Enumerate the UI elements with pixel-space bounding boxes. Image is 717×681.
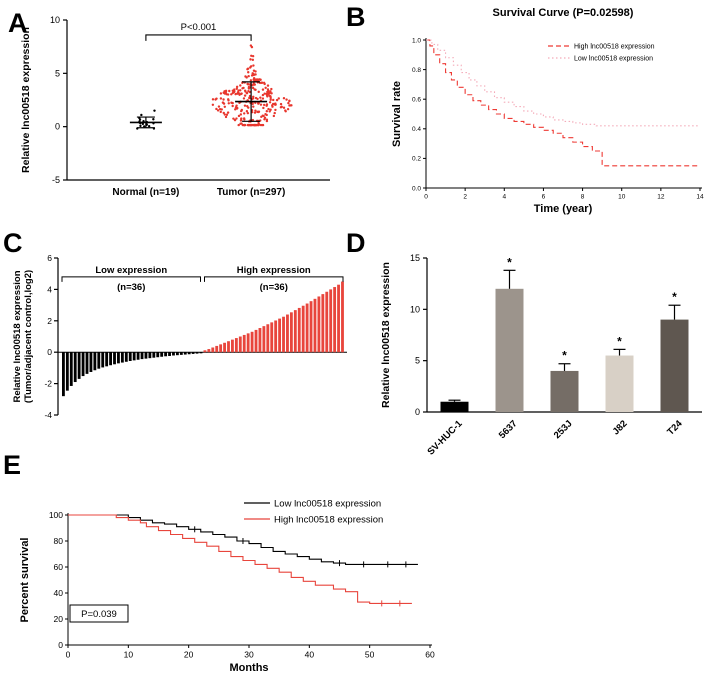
svg-text:40: 40 [54, 588, 64, 598]
svg-text:2: 2 [463, 194, 467, 201]
svg-text:10: 10 [410, 304, 420, 314]
svg-text:Low lnc00518 expression: Low lnc00518 expression [574, 55, 653, 62]
svg-text:(Tumor/adjacent control,log2): (Tumor/adjacent control,log2) [23, 270, 34, 403]
svg-text:15: 15 [410, 253, 420, 263]
svg-text:Survival Curve (P=0.02598): Survival Curve (P=0.02598) [493, 7, 634, 19]
percent-survival-km-chart: 0 20 40 60 80 100 0 10 20 30 40 50 60 Low lnc00518 ex… [19, 498, 435, 674]
svg-text:8: 8 [581, 194, 585, 201]
svg-text:10: 10 [50, 15, 60, 25]
svg-text:T24: T24 [665, 418, 685, 438]
svg-text:Percent survival: Percent survival [19, 538, 31, 623]
panel-a-label: A [8, 8, 28, 38]
svg-text:SV-HUC-1: SV-HUC-1 [425, 418, 465, 458]
svg-text:0: 0 [415, 407, 420, 417]
svg-text:Relative lnc00518 expression: Relative lnc00518 expression [12, 270, 23, 402]
svg-text:0.4: 0.4 [412, 126, 421, 133]
svg-text:*: * [672, 290, 677, 304]
svg-text:20: 20 [54, 614, 64, 624]
svg-text:60: 60 [54, 562, 64, 572]
svg-text:P<0.001: P<0.001 [181, 22, 217, 33]
svg-text:0: 0 [66, 650, 71, 660]
svg-text:10: 10 [618, 194, 626, 201]
svg-text:12: 12 [657, 194, 665, 201]
svg-text:Relative lnc00518 expression: Relative lnc00518 expression [20, 27, 32, 173]
svg-text:High lnc00518 expression: High lnc00518 expression [574, 43, 655, 50]
svg-text:Tumor (n=297): Tumor (n=297) [217, 187, 285, 198]
svg-text:5637: 5637 [497, 418, 520, 441]
survival-curve-chart: 0.0 0.2 0.4 0.6 0.8 1.0 0 2 4 6 8 10 12 14 High lnc005… [391, 7, 704, 215]
svg-text:100: 100 [49, 510, 63, 520]
svg-text:-5: -5 [52, 175, 60, 185]
svg-text:1.0: 1.0 [412, 37, 421, 44]
svg-text:0.8: 0.8 [412, 67, 421, 74]
svg-text:Relative lnc00518 expression: Relative lnc00518 expression [380, 262, 392, 408]
svg-text:0: 0 [424, 194, 428, 201]
svg-text:14: 14 [696, 194, 704, 201]
scatter-plot-expression-normal-vs-tumor: -5 0 5 10 Normal (n=19) Tumor (n=297) P<0.001 R… [20, 15, 330, 198]
svg-text:*: * [617, 334, 622, 348]
svg-text:P=0.039: P=0.039 [81, 609, 117, 620]
svg-text:J82: J82 [611, 418, 630, 437]
svg-text:4: 4 [502, 194, 506, 201]
svg-text:30: 30 [244, 650, 254, 660]
svg-text:(n=36): (n=36) [260, 282, 288, 293]
svg-text:0.2: 0.2 [412, 156, 421, 163]
svg-text:Time (year): Time (year) [534, 203, 593, 215]
panel-e-label: E [3, 450, 22, 480]
svg-text:5: 5 [55, 68, 60, 78]
svg-text:80: 80 [54, 536, 64, 546]
svg-text:Low lnc00518 expression: Low lnc00518 expression [274, 498, 381, 509]
svg-text:60: 60 [425, 650, 435, 660]
svg-text:4: 4 [47, 284, 52, 294]
svg-text:0.0: 0.0 [412, 185, 421, 192]
svg-text:253J: 253J [552, 418, 575, 441]
svg-text:0: 0 [58, 640, 63, 650]
waterfall-expression-chart: -4 -2 0 2 4 6 Low expression (n=36) High express… [12, 253, 347, 420]
svg-text:Low expression: Low expression [95, 265, 167, 276]
svg-text:20: 20 [184, 650, 194, 660]
panel-d-label: D [346, 228, 366, 258]
svg-text:Survival rate: Survival rate [391, 81, 403, 147]
svg-text:6: 6 [542, 194, 546, 201]
svg-text:(n=36): (n=36) [117, 282, 145, 293]
svg-text:2: 2 [47, 316, 52, 326]
svg-text:5: 5 [415, 356, 420, 366]
svg-text:Normal (n=19): Normal (n=19) [112, 187, 179, 198]
svg-text:6: 6 [47, 253, 52, 263]
svg-text:50: 50 [365, 650, 375, 660]
svg-text:-2: -2 [44, 379, 52, 389]
svg-text:High expression: High expression [237, 265, 311, 276]
cell-line-bar-chart: 0 5 10 15 SV-HUC-1 * 5637 * 253J * J82 * T24 Relative… [380, 253, 702, 458]
svg-text:Months: Months [229, 662, 268, 674]
panel-b-label: B [346, 2, 366, 32]
svg-text:*: * [562, 349, 567, 363]
svg-text:-4: -4 [44, 410, 52, 420]
svg-text:*: * [507, 255, 512, 269]
svg-text:0: 0 [47, 347, 52, 357]
svg-text:0: 0 [55, 122, 60, 132]
svg-text:High lnc00518 expression: High lnc00518 expression [274, 514, 383, 525]
svg-text:10: 10 [124, 650, 134, 660]
svg-text:40: 40 [305, 650, 315, 660]
svg-text:0.6: 0.6 [412, 97, 421, 104]
panel-c-label: C [3, 228, 23, 258]
